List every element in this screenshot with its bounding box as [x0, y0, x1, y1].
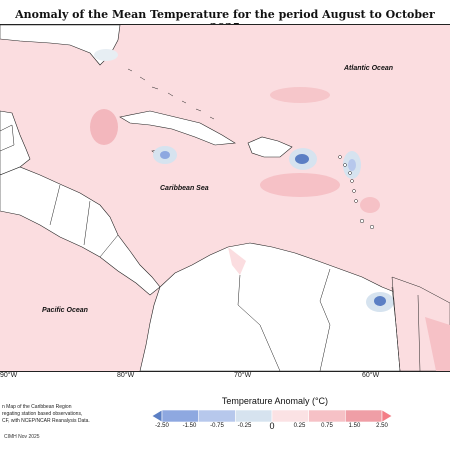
legend-colorbar — [152, 410, 392, 422]
pacific-ocean-label: Pacific Ocean — [42, 307, 88, 314]
longitude-tick: 60°W — [362, 372, 380, 379]
bahamas-islands — [127, 68, 215, 120]
legend-tick-label: -0.75 — [210, 423, 224, 429]
legend-tick-label: -0.25 — [237, 423, 252, 429]
cool-anomaly-core — [160, 151, 170, 159]
caribbean-sea-label: Caribbean Sea — [160, 185, 209, 192]
legend-tick-label: 0 — [269, 421, 275, 431]
longitude-tick: 70°W — [234, 372, 252, 379]
warm-anomaly-patch — [425, 317, 450, 371]
atlantic-ocean-label: Atlantic Ocean — [344, 65, 394, 72]
legend-swatch — [235, 410, 273, 422]
warm-anomaly-patch — [228, 247, 246, 275]
warm-anomaly-patch — [260, 173, 340, 197]
island — [0, 124, 15, 152]
legend-swatch — [271, 410, 309, 422]
florida-landmass — [0, 25, 121, 66]
legend-swatch — [161, 410, 199, 422]
south-america-landmass — [139, 242, 450, 371]
map-note-line: regating station based observations, — [2, 411, 83, 417]
legend-tick-label: 0.75 — [321, 423, 333, 429]
warm-anomaly-patch — [270, 87, 330, 103]
legend-swatch — [308, 410, 346, 422]
anomaly-map: Atlantic Ocean Caribbean Sea Pacific Oce… — [0, 24, 450, 372]
map-canvas — [0, 25, 450, 371]
warm-anomaly-patch — [90, 109, 118, 145]
cool-anomaly-core — [374, 296, 386, 306]
central-america-landmass — [0, 166, 161, 296]
cuba-island — [119, 110, 236, 146]
legend-swatch — [381, 410, 392, 422]
legend-tick-label: 1.50 — [348, 423, 361, 429]
cool-anomaly-patch — [94, 49, 118, 61]
legend-swatch — [152, 410, 163, 422]
legend-tick-label: 2.50 — [376, 423, 388, 429]
legend-tick-label: -2.50 — [155, 423, 169, 429]
credit-text: CIMH Nov 2025 — [4, 434, 40, 440]
longitude-tick: 90°W — [0, 372, 18, 379]
country-borders — [49, 184, 421, 371]
legend-tick-label: -1.50 — [182, 423, 197, 429]
cool-anomaly-core — [295, 154, 309, 164]
legend-title: Temperature Anomaly (°C) — [221, 396, 329, 406]
legend-swatch — [345, 410, 383, 422]
hispaniola-island — [247, 136, 293, 158]
cool-anomaly-core — [348, 159, 356, 171]
map-note-line: n Map of the Caribbean Region — [2, 404, 72, 410]
warm-anomaly-patch — [360, 197, 380, 213]
map-note-line: CF, with NCEP/NCAR Reanalysis Data. — [2, 418, 90, 424]
longitude-tick: 80°W — [117, 372, 135, 379]
legend-swatch — [198, 410, 236, 422]
lesser-antilles-islands — [338, 155, 375, 230]
legend-tick-label: 0.25 — [293, 423, 306, 429]
